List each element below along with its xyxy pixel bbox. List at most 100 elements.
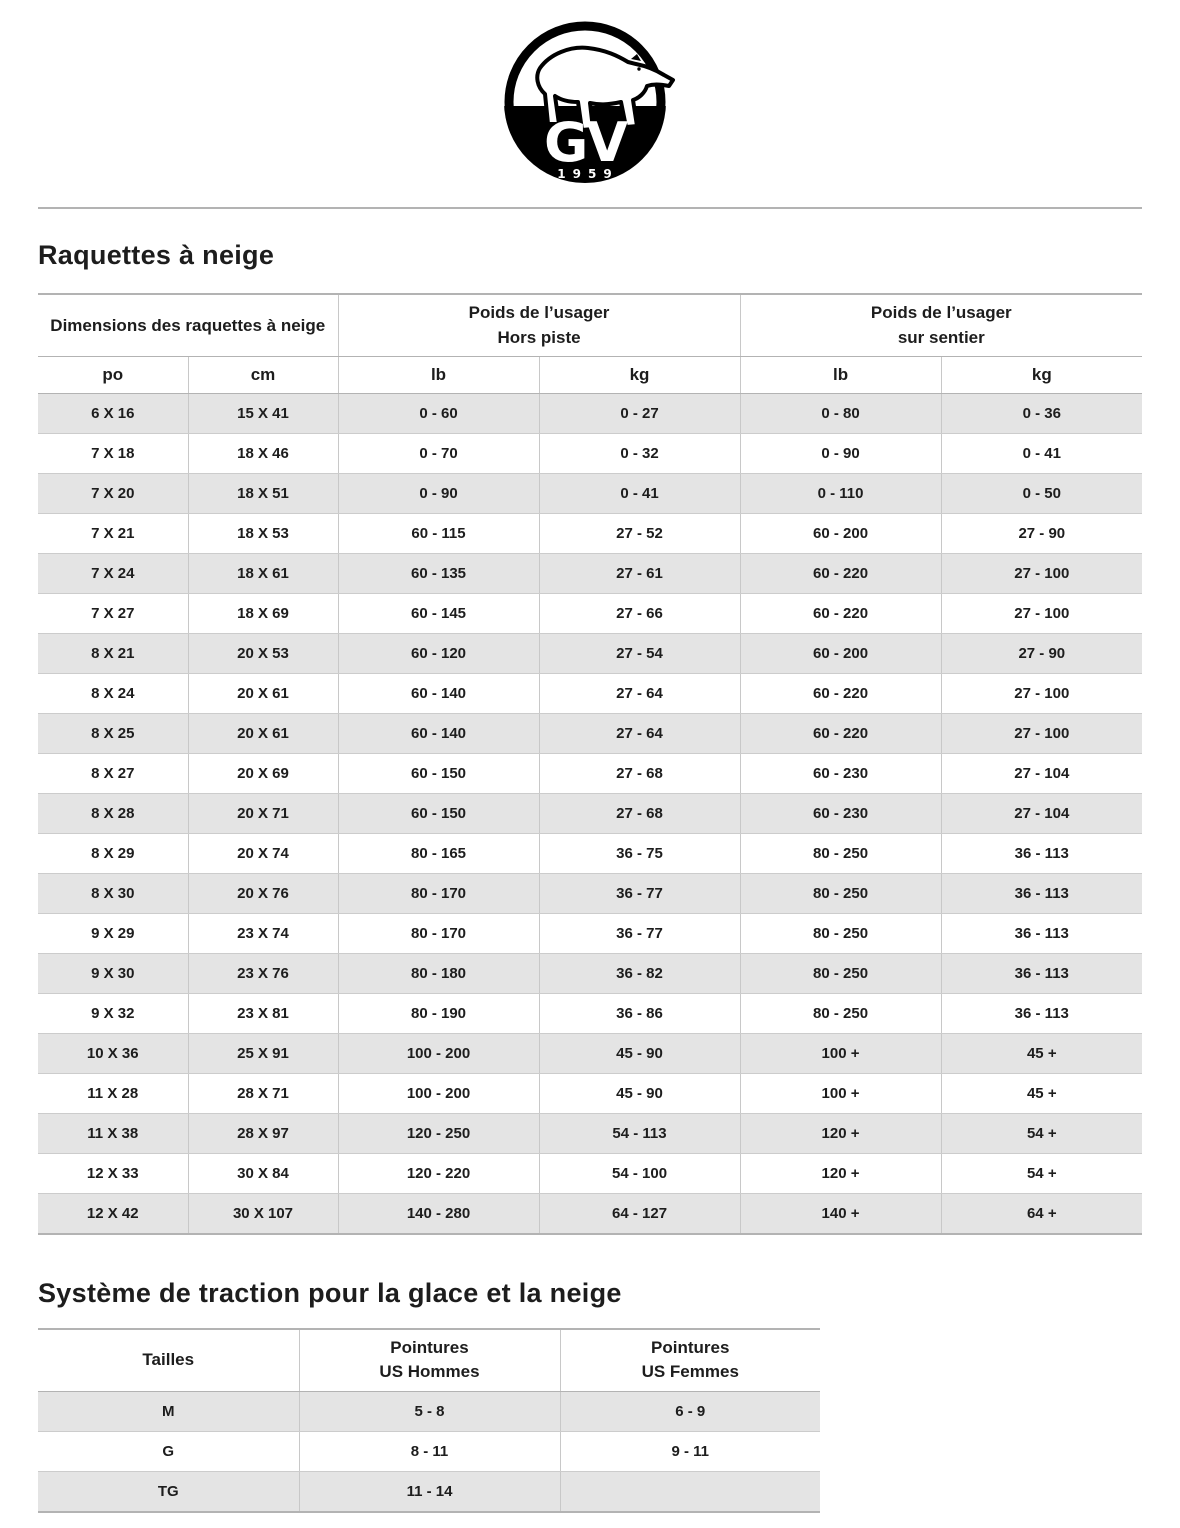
unit-header-kg-offtrail: kg: [538, 356, 741, 395]
traction-sizing-table: Tailles Pointures US Hommes Pointures US…: [38, 1327, 820, 1513]
table-cell: 60 - 135: [337, 553, 540, 595]
table-cell: 9 X 32: [38, 993, 188, 1035]
logo-year: 1959: [557, 167, 618, 181]
table-cell: 27 - 54: [538, 633, 741, 675]
table-cell: 36 - 86: [538, 993, 741, 1035]
table-cell: 7 X 20: [38, 473, 188, 515]
table-cell: 28 X 97: [187, 1113, 339, 1155]
table-row: 12 X 42 30 X 107 140 - 280 64 - 127 140 +64 …: [38, 1193, 1143, 1236]
table-cell: 27 - 100: [940, 673, 1143, 715]
table-cell: 60 - 115: [337, 513, 540, 555]
table-cell: 27 - 90: [940, 513, 1143, 555]
table-cell: 8 X 21: [38, 633, 188, 675]
table-cell: 20 X 61: [187, 673, 339, 715]
table-cell: 0 - 41: [940, 433, 1143, 475]
table-cell: 27 - 100: [940, 593, 1143, 635]
table-cell: 140 - 280: [337, 1193, 540, 1236]
table-cell: 36 - 77: [538, 913, 741, 955]
table-row: 9 X 30 23 X 76 80 - 180 36 - 82 80 - 250 36 -…: [38, 953, 1143, 995]
traction-header-row: Tailles Pointures US Hommes Pointures US…: [38, 1327, 820, 1392]
table-cell: 60 - 145: [337, 593, 540, 635]
table-cell: 0 - 70: [337, 433, 540, 475]
table-cell: 23 X 76: [187, 953, 339, 995]
table-cell: 20 X 53: [187, 633, 339, 675]
table-cell: 8 X 25: [38, 713, 188, 755]
table-row: 8 X 29 20 X 74 80 - 165 36 - 75 80 - 250 36 -…: [38, 833, 1143, 875]
logo-header: GV 1959: [38, 0, 1142, 192]
snowshoes-section-title: Raquettes à neige: [38, 240, 275, 270]
table-row: 7 X 21 18 X 53 60 - 115 27 - 52 60 - 200 27 -…: [38, 513, 1143, 555]
table-cell: 27 - 104: [940, 753, 1143, 795]
table-cell: 80 - 165: [337, 833, 540, 875]
table-row: 7 X 20 18 X 51 0 - 90 0 - 41 0 - 110 0 - 50: [38, 473, 1143, 515]
table-cell: 18 X 51: [187, 473, 339, 515]
table-cell: 25 X 91: [187, 1033, 339, 1075]
table-cell: TG: [38, 1471, 299, 1513]
table-row: 11 X 38 28 X 97 120 - 250 54 - 113 120 +54 +: [38, 1113, 1143, 1155]
gv-polar-bear-logo: GV 1959: [504, 21, 675, 183]
table-cell: 120 - 220: [337, 1153, 540, 1195]
table-cell: 30 X 107: [187, 1193, 339, 1236]
table-cell: 27 - 66: [538, 593, 741, 635]
table-row: 8 X 21 20 X 53 60 - 120 27 - 54 60 - 200 27 -…: [38, 633, 1143, 675]
table-cell: 27 - 68: [538, 793, 741, 835]
table-cell: 15 X 41: [187, 393, 339, 435]
unit-header-po: po: [38, 356, 188, 395]
traction-section-title: Système de traction pour la glace et la …: [38, 1278, 622, 1309]
table-cell: 8 X 29: [38, 833, 188, 875]
table-cell: 140 +: [739, 1193, 942, 1236]
table-cell: 54 +: [940, 1113, 1143, 1155]
table-cell: 64 +: [940, 1193, 1143, 1236]
table-cell: 60 - 220: [739, 553, 942, 595]
table-cell: 28 X 71: [187, 1073, 339, 1115]
unit-header-lb-ontrail: lb: [739, 356, 942, 395]
table-cell: 60 - 230: [739, 753, 942, 795]
table-cell: 54 +: [940, 1153, 1143, 1195]
table-cell: 8 - 11: [298, 1431, 560, 1472]
table-cell: 80 - 180: [337, 953, 540, 995]
table-cell: 6 X 16: [38, 393, 188, 435]
table-row: 7 X 27 18 X 69 60 - 145 27 - 66 60 - 220 27 -…: [38, 593, 1143, 635]
table-cell: 8 X 27: [38, 753, 188, 795]
table-cell: 20 X 74: [187, 833, 339, 875]
table-cell: 36 - 113: [940, 873, 1143, 915]
table-row: 9 X 29 23 X 74 80 - 170 36 - 77 80 - 250 36 -…: [38, 913, 1143, 955]
table-cell: 60 - 150: [337, 753, 540, 795]
table-cell: 36 - 113: [940, 833, 1143, 875]
table-cell: 18 X 53: [187, 513, 339, 555]
snowshoe-table-head: Dimensions des raquettes à neige Poids d…: [38, 293, 1143, 395]
unit-header-kg-ontrail: kg: [940, 356, 1143, 395]
table-cell: 10 X 36: [38, 1033, 188, 1075]
table-cell: 0 - 60: [337, 393, 540, 435]
table-cell: 27 - 64: [538, 673, 741, 715]
table-cell: 27 - 68: [538, 753, 741, 795]
table-cell: 8 X 28: [38, 793, 188, 835]
table-cell: 8 X 24: [38, 673, 188, 715]
table-cell: 45 - 90: [538, 1073, 741, 1115]
table-row: 7 X 18 18 X 46 0 - 70 0 - 32 0 - 90 0 - 41: [38, 433, 1143, 475]
table-cell: 120 +: [739, 1153, 942, 1195]
table-cell: 9 - 11: [559, 1431, 820, 1472]
table-cell: 27 - 104: [940, 793, 1143, 835]
table-cell: 60 - 200: [739, 633, 942, 675]
table-cell: 20 X 71: [187, 793, 339, 835]
table-cell: 11 X 28: [38, 1073, 188, 1115]
table-cell: 30 X 84: [187, 1153, 339, 1195]
table-cell: 36 - 113: [940, 953, 1143, 995]
table-cell: 60 - 200: [739, 513, 942, 555]
table-cell: 7 X 24: [38, 553, 188, 595]
table-cell: 54 - 100: [538, 1153, 741, 1195]
table-row: 12 X 33 30 X 84 120 - 220 54 - 100 120 +54 +: [38, 1153, 1143, 1195]
table-cell: 60 - 220: [739, 713, 942, 755]
table-cell: 7 X 21: [38, 513, 188, 555]
table-cell: G: [38, 1431, 299, 1472]
table-cell: 80 - 250: [739, 993, 942, 1035]
table-row: TG 11 - 14: [38, 1471, 820, 1513]
table-cell: 12 X 33: [38, 1153, 188, 1195]
table-cell: 0 - 41: [538, 473, 741, 515]
table-row: 7 X 24 18 X 61 60 - 135 27 - 61 60 - 220 27 -…: [38, 553, 1143, 595]
table-cell: 36 - 77: [538, 873, 741, 915]
table-cell: 60 - 140: [337, 673, 540, 715]
